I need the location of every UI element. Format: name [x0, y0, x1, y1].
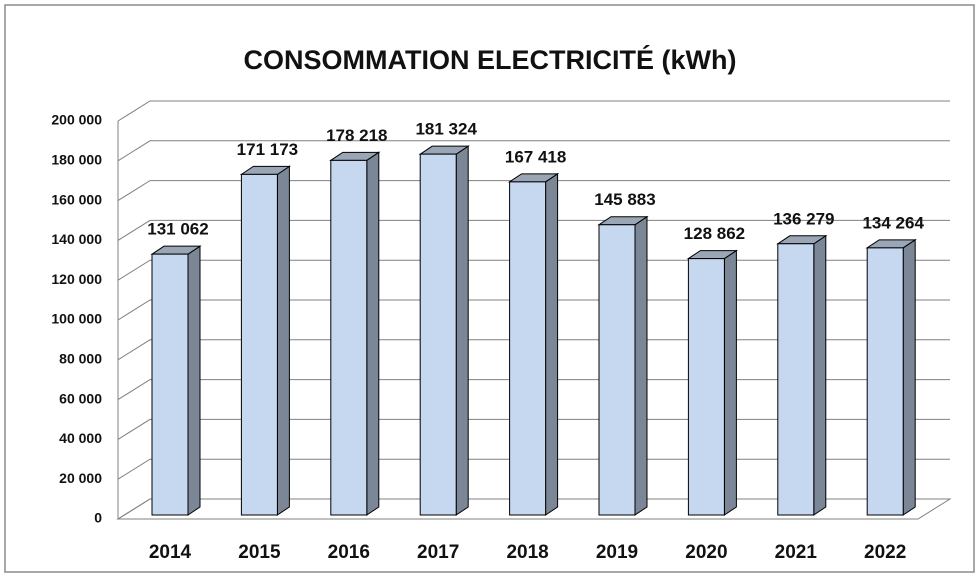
bar	[507, 172, 560, 516]
value-label: 167 418	[505, 147, 566, 166]
y-tick-label: 0	[94, 510, 102, 526]
value-label: 178 218	[326, 126, 387, 145]
grid-line	[117, 259, 950, 281]
x-tick-label: 2015	[238, 542, 281, 563]
x-tick-label: 2014	[149, 542, 192, 563]
bar	[776, 234, 828, 516]
bar-front	[151, 253, 189, 516]
bar-side	[634, 215, 648, 516]
bar	[686, 249, 739, 516]
grid-line	[117, 379, 950, 401]
bar-side	[723, 249, 737, 516]
x-tick-label: 2017	[417, 542, 459, 563]
x-tick-label: 2022	[864, 542, 906, 563]
bar-side	[276, 165, 290, 516]
bar	[239, 165, 292, 516]
bar-side	[366, 151, 380, 516]
x-tick-label: 2016	[328, 542, 370, 563]
bar-side	[813, 234, 827, 516]
bar-side	[187, 245, 201, 516]
bar	[865, 238, 917, 516]
bar-front	[687, 258, 725, 516]
chart-title: CONSOMMATION ELECTRICITÉ (kWh)	[244, 44, 737, 75]
y-tick-label: 20 000	[59, 470, 102, 486]
y-tick-label: 120 000	[51, 271, 102, 287]
grid-line	[117, 219, 950, 241]
value-label: 171 173	[237, 140, 298, 159]
bar	[418, 145, 470, 516]
x-tick-label: 2020	[685, 542, 727, 563]
grid-line	[117, 339, 950, 361]
x-tick-label: 2019	[596, 542, 638, 563]
bar-front	[777, 243, 815, 516]
bar	[597, 215, 649, 516]
x-tick-label: 2018	[506, 542, 548, 563]
bar-front	[419, 153, 457, 516]
value-label: 134 264	[862, 213, 924, 232]
bar-front	[240, 173, 278, 516]
bar-front	[330, 159, 368, 516]
value-label: 131 062	[147, 220, 208, 239]
value-label: 136 279	[773, 209, 834, 228]
bar-side	[902, 238, 916, 516]
bar-front	[598, 224, 636, 516]
value-label: 181 324	[415, 120, 477, 139]
value-label: 128 862	[684, 224, 745, 243]
grid-line	[117, 498, 950, 520]
grid-line	[117, 100, 950, 122]
y-tick-label: 140 000	[51, 231, 102, 247]
y-tick-label: 80 000	[59, 351, 102, 367]
chart-frame	[4, 4, 975, 573]
y-tick-label: 40 000	[59, 430, 102, 446]
bar	[150, 245, 202, 516]
y-tick-label: 60 000	[59, 390, 102, 406]
y-tick-label: 160 000	[51, 191, 102, 207]
bar	[329, 151, 381, 516]
y-tick-label: 180 000	[51, 152, 102, 168]
grid-line	[117, 180, 950, 202]
y-tick-label: 100 000	[51, 311, 102, 327]
grid-line	[117, 299, 950, 321]
value-label: 145 883	[594, 190, 655, 209]
bar-front	[866, 247, 904, 516]
grid-line	[117, 458, 950, 480]
bar-side	[545, 172, 559, 516]
bar-front	[509, 181, 547, 516]
grid-line	[117, 418, 950, 440]
x-tick-label: 2021	[775, 542, 818, 563]
y-tick-label: 200 000	[51, 112, 102, 128]
bar-side	[455, 145, 469, 516]
grid-line	[117, 140, 950, 162]
